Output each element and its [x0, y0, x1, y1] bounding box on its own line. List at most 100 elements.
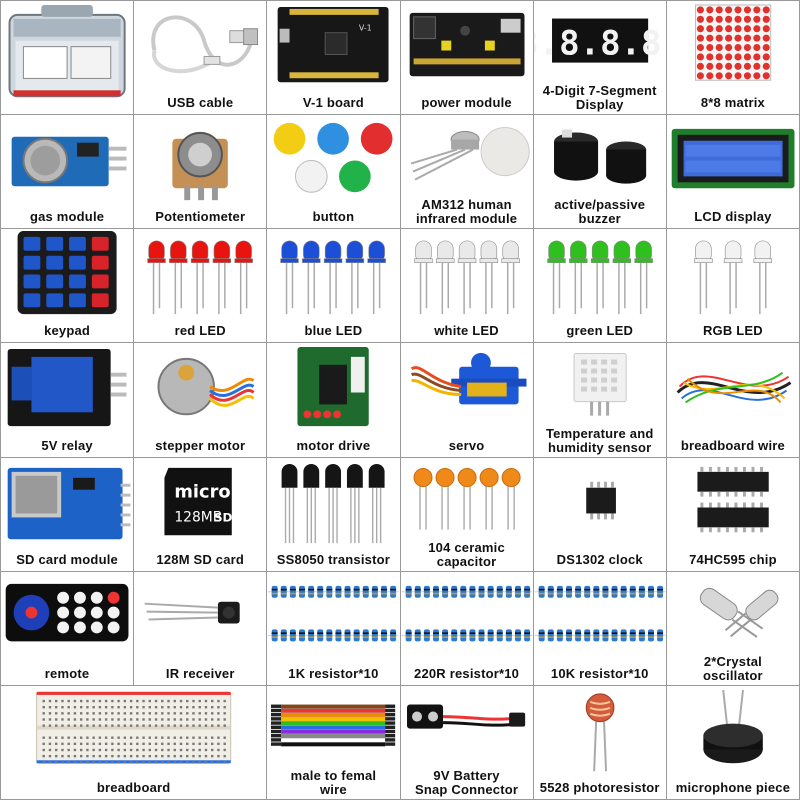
item-label: 9V Battery Snap Connector — [414, 768, 519, 797]
keypad-icon — [17, 231, 117, 315]
item-label: active/passive buzzer — [554, 197, 646, 227]
remote-icon — [5, 583, 129, 642]
item-8x8-matrix: 8*8 matrix — [666, 1, 800, 116]
item-potentiometer: Potentiometer — [134, 115, 268, 230]
item-label: green LED — [566, 323, 634, 339]
item-label: 5V relay — [41, 437, 93, 453]
resistor-220r-icon — [401, 585, 532, 642]
item-rgb-led: RGB LED — [666, 229, 800, 344]
dht-sensor-icon — [573, 353, 627, 417]
item-label: IR receiver — [165, 665, 235, 681]
item-dht-sensor: Temperature and humidity sensor — [533, 343, 667, 458]
item-keypad: keypad — [1, 229, 135, 344]
item-label: 8*8 matrix — [700, 95, 765, 111]
item-label: RGB LED — [702, 323, 763, 339]
potentiometer-icon — [172, 131, 228, 201]
usb-cable-icon — [151, 15, 259, 74]
item-label: button — [312, 209, 355, 225]
blue-led-icon — [280, 240, 387, 315]
item-label: 1K resistor*10 — [288, 665, 379, 681]
segment-display-icon: 8.8.8.8. — [534, 18, 666, 64]
item-microphone: microphone piece — [666, 685, 800, 800]
sd-card-logo: SD — [214, 510, 233, 524]
item-label: LCD display — [694, 209, 772, 225]
item-crystal: 2*Crystal oscillator — [666, 571, 800, 686]
item-label: 74HC595 chip — [689, 551, 777, 567]
item-label: breadboard — [96, 780, 171, 795]
item-label: remote — [44, 665, 90, 681]
item-usb-cable: USB cable — [134, 1, 268, 116]
item-label: SS8050 transistor — [276, 551, 391, 567]
item-label: male to femal wire — [290, 768, 377, 797]
display-digits: 8.8.8.8. — [534, 24, 666, 64]
item-label: 128M SD card — [156, 551, 245, 567]
item-pir-sensor: AM312 human infrared module — [400, 115, 534, 230]
power-module-icon — [409, 12, 525, 77]
resistor-10k-icon — [534, 585, 666, 642]
item-label: 10K resistor*10 — [550, 665, 649, 681]
item-label: keypad — [44, 323, 91, 339]
microphone-icon — [703, 689, 763, 764]
item-motor-driver: motor drive — [267, 343, 401, 458]
item-74hc595: 74HC595 chip — [666, 457, 800, 572]
red-led-icon — [147, 240, 254, 315]
item-green-led: green LED — [533, 229, 667, 344]
capacitor-icon — [413, 467, 521, 530]
item-label: AM312 human infrared module — [415, 197, 518, 227]
item-breadboard-wire: breadboard wire — [666, 343, 800, 458]
buzzer-icon — [553, 129, 646, 184]
item-label: Temperature and humidity sensor — [545, 425, 654, 455]
sd-card-brand: micro — [174, 481, 230, 502]
item-label: USB cable — [167, 95, 234, 111]
item-resistor-1k: 1K resistor*10 — [267, 571, 401, 686]
resistor-1k-icon — [268, 585, 399, 642]
sd-card-size: 128MB — [174, 509, 222, 525]
item-transistor: SS8050 transistor — [267, 457, 401, 572]
item-storage-box — [1, 1, 135, 116]
item-power-module: power module — [400, 1, 534, 116]
item-red-led: red LED — [134, 229, 268, 344]
item-label: Potentiometer — [155, 209, 246, 225]
ir-receiver-icon — [144, 601, 240, 624]
item-blue-led: blue LED — [267, 229, 401, 344]
item-remote: remote — [1, 571, 135, 686]
item-photoresistor: 5528 photoresistor — [533, 685, 667, 800]
item-ds1302: DS1302 clock — [533, 457, 667, 572]
item-lcd-display: LCD display — [666, 115, 800, 230]
item-label: 104 ceramic capacitor — [428, 539, 505, 569]
item-label: red LED — [174, 323, 226, 339]
item-label: microphone piece — [675, 780, 791, 795]
sd-card-icon: micro 128MB SD — [164, 467, 233, 535]
item-ceramic-capacitor: 104 ceramic capacitor — [400, 457, 534, 572]
item-label: motor drive — [296, 437, 371, 453]
item-sd-module: SD card module — [1, 457, 135, 572]
relay-icon — [7, 349, 127, 427]
item-label: servo — [448, 437, 485, 453]
stepper-motor-icon — [157, 358, 255, 416]
lcd-icon — [671, 129, 795, 189]
item-battery-snap: 9V Battery Snap Connector — [400, 685, 534, 800]
pir-sensor-icon — [410, 127, 530, 181]
battery-snap-icon — [406, 704, 525, 729]
dupont-wire-icon — [271, 704, 396, 747]
item-label: stepper motor — [155, 437, 246, 453]
ic-chip-icon — [697, 466, 769, 532]
item-label: 5528 photoresistor — [539, 780, 660, 795]
item-v1-board: V-1 V-1 board — [267, 1, 401, 116]
board-icon: V-1 — [277, 6, 389, 83]
item-dupont-wire: male to femal wire — [267, 685, 401, 800]
breadboard-icon — [36, 691, 232, 764]
item-label: white LED — [434, 323, 499, 339]
item-label: SD card module — [16, 551, 118, 567]
item-buzzer: active/passive buzzer — [533, 115, 667, 230]
item-gas-module: gas module — [1, 115, 135, 230]
item-label: gas module — [29, 209, 105, 225]
led-matrix-icon — [694, 4, 772, 81]
item-stepper-motor: stepper motor — [134, 343, 268, 458]
svg-text:V-1: V-1 — [359, 24, 372, 33]
item-ir-receiver: IR receiver — [134, 571, 268, 686]
item-label: V-1 board — [302, 95, 364, 111]
push-button-icon — [274, 123, 393, 193]
item-label: 4-Digit 7-Segment Display — [542, 83, 657, 113]
